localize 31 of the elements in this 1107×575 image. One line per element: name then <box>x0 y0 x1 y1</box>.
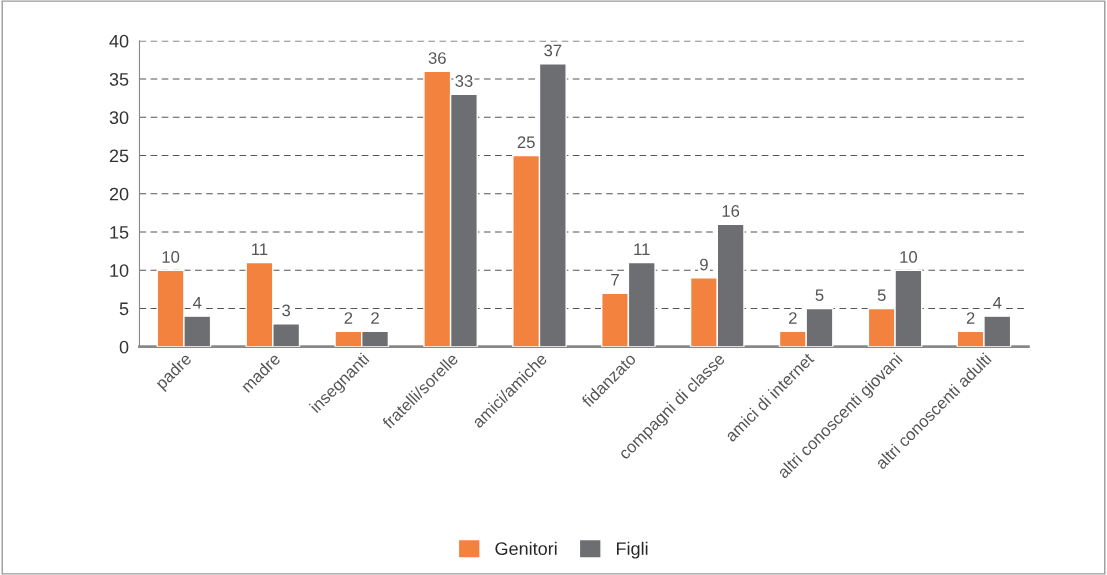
data-label: 2 <box>371 312 379 324</box>
data-label: 2 <box>789 312 797 324</box>
y-tick-label: 15 <box>110 226 129 239</box>
data-label: 11 <box>634 243 650 255</box>
data-label: 4 <box>993 297 1002 309</box>
data-label: 7 <box>611 274 619 286</box>
y-tick-label: 10 <box>110 264 129 277</box>
data-label: 33 <box>455 75 473 87</box>
data-label: 10 <box>900 250 918 263</box>
legend-label: Figli <box>616 541 648 559</box>
y-tick-label: 5 <box>119 302 129 316</box>
data-label: 10 <box>162 250 180 263</box>
data-label: 2 <box>966 312 975 324</box>
y-tick-label: 35 <box>109 73 129 86</box>
data-label: 16 <box>722 205 740 217</box>
data-label: 5 <box>815 289 824 302</box>
data-label: 5 <box>877 289 886 302</box>
data-label: 9 <box>700 258 708 271</box>
data-label: 4 <box>193 297 202 309</box>
data-label: 25 <box>517 136 535 149</box>
y-tick-label: 0 <box>119 340 129 354</box>
y-tick-label: 40 <box>109 34 129 48</box>
y-tick-label: 20 <box>109 187 129 201</box>
y-tick-label: 25 <box>109 149 129 163</box>
data-label: 3 <box>282 304 291 317</box>
data-label: 36 <box>428 52 446 64</box>
data-label: 37 <box>544 44 562 57</box>
y-tick-label: 30 <box>109 111 129 125</box>
data-label: 11 <box>252 243 268 255</box>
data-label: 2 <box>344 312 353 324</box>
legend-label: Genitori <box>495 541 557 556</box>
